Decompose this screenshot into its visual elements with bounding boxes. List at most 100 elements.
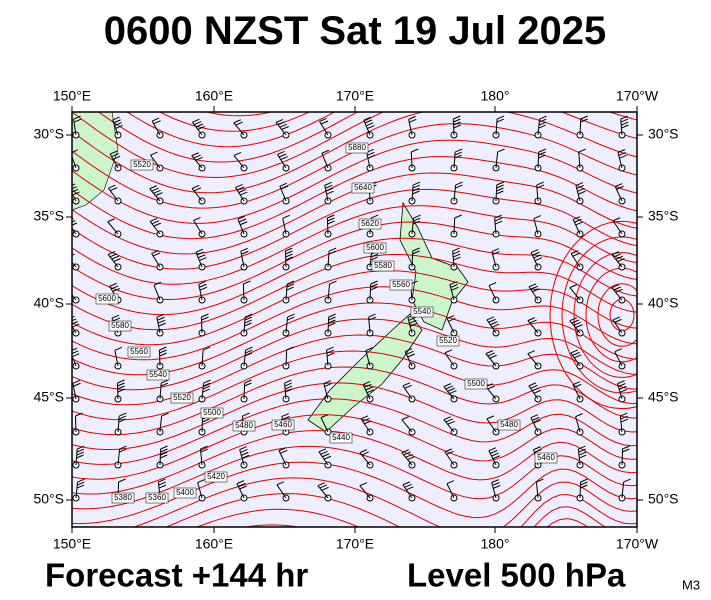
barb-staff [275,122,287,136]
barb-feather [496,190,504,195]
barb-feather [452,247,460,252]
barb-feather [449,281,458,286]
barb-feather [412,190,420,195]
wind-barb [450,148,463,172]
contour-line [72,286,637,361]
barb-feather [158,322,166,327]
barb-feather [321,149,330,154]
barb-staff [107,254,119,268]
barb-feather [533,389,542,394]
wind-barb [360,415,374,436]
barb-feather [286,346,294,351]
barb-feather [575,221,583,226]
barb-feather [201,316,209,321]
level-label: Level 500 hPa [407,557,626,594]
barb-feather [238,218,247,223]
contour-label: 5580 [374,261,392,270]
wind-barb [612,316,626,337]
barb-feather [155,192,163,197]
contour-label: 5640 [354,183,372,192]
barb-feather [326,190,334,195]
bottom-axis-label: 180° [481,536,510,552]
barb-staff [369,283,372,301]
barb-feather [367,151,375,156]
wind-barb [530,414,542,436]
barb-feather [362,381,371,386]
wind-barb [276,481,290,502]
contour-label-box [363,242,387,254]
wind-barb [492,181,504,205]
barb-feather [236,186,245,191]
wind-barb [278,447,290,469]
barb-feather [117,385,125,390]
barb-feather [612,316,620,321]
barb-feather [623,478,631,483]
barb-feather [149,217,158,222]
contour-label: 5600 [366,243,384,252]
barb-feather [538,154,546,159]
contour-label-box [200,407,224,419]
barb-feather [488,447,497,452]
barb-feather [76,484,85,489]
contour-label-box [436,335,460,347]
barb-staff [410,151,413,169]
contour-label: 5600 [98,294,116,303]
barb-feather [112,317,121,322]
barb-staff [570,352,581,367]
contour-line [72,270,637,346]
barb-feather [406,350,414,355]
barb-staff [153,284,161,301]
barb-feather [328,250,337,255]
barb-staff [486,319,497,334]
left-axis-label: 40°S [33,295,64,311]
wind-barb [611,284,626,304]
contour-label-box [345,142,369,154]
wind-barb [617,380,628,403]
contour-line [72,188,637,270]
barb-feather [319,484,327,489]
wind-barb [446,480,458,502]
wind-barb [197,479,206,502]
barb-staff [578,152,581,169]
wind-barb [282,313,295,337]
barb-feather [617,380,625,385]
barb-feather [72,186,77,190]
barb-feather [241,451,249,456]
barb-feather [199,257,207,261]
wind-barb [156,445,168,469]
barb-feather [454,151,463,156]
barb-feather [195,248,204,253]
barb-staff [572,384,581,400]
contour-line [72,366,637,436]
barb-feather [193,216,201,221]
barb-feather [579,454,587,459]
wind-barb [235,183,248,205]
barb-feather [244,379,252,384]
wind-barb [114,445,127,469]
barb-feather [119,445,127,450]
wind-barb [492,214,503,238]
barb-staff [243,382,246,400]
barb-feather [114,122,122,127]
barb-feather [409,322,418,327]
barb-feather [408,316,416,321]
barb-feather [370,280,378,285]
barb-staff [321,153,329,169]
barb-staff [527,320,539,334]
barb-feather [404,483,412,488]
barb-feather [575,182,584,186]
barb-staff [149,221,161,235]
wind-barb [449,281,459,304]
barb-feather [617,149,626,153]
contour-line [132,477,637,527]
wind-barb [114,379,125,403]
contour-line [72,254,637,331]
barb-feather [490,449,498,454]
barb-staff [570,253,581,268]
title: 0600 NZST Sat 19 Jul 2025 [104,9,607,53]
wind-barb [72,315,80,337]
wind-barb [612,217,626,238]
barb-staff [151,253,161,268]
barb-feather [72,353,80,358]
wind-barb [156,412,169,436]
